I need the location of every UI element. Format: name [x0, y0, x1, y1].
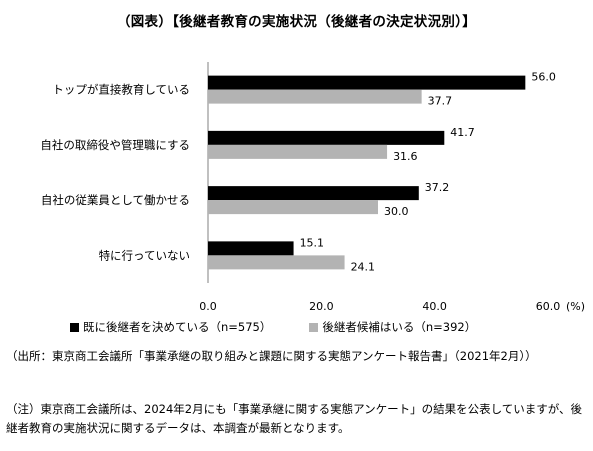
- x-tick-label: 0.0: [199, 300, 217, 313]
- legend-swatch-series-2: [309, 322, 319, 332]
- x-tick-label: 60.0: [536, 300, 561, 313]
- category-label: 特に行っていない: [99, 248, 190, 262]
- data-label: 56.0: [531, 71, 556, 84]
- category-label: トップが直接教育している: [52, 83, 190, 97]
- bar-chart: トップが直接教育している 56.0 37.7 自社の取締役や管理職にする 41.7 31.…: [40, 62, 585, 313]
- category-label: 自社の従業員として働かせる: [41, 193, 190, 207]
- bar-series-1: [208, 75, 526, 90]
- data-label: 30.0: [384, 205, 409, 218]
- data-label: 37.2: [425, 181, 450, 194]
- chart-legend: 既に後継者を決めている（n=575） 後継者候補はいる（n=392）: [70, 319, 476, 335]
- bar-series-2: [208, 255, 345, 270]
- legend-label-series-2: 後継者候補はいる（n=392）: [322, 320, 477, 334]
- bar-series-2: [208, 89, 422, 104]
- legend-swatch-series-1: [70, 322, 79, 332]
- x-unit-label: (%): [566, 300, 585, 313]
- legend-label-series-1: 既に後継者を決めている（n=575）: [83, 320, 272, 334]
- bar-series-1: [208, 241, 294, 256]
- footnote: （注）東京商工会議所は、2024年2月にも「事業承継に関する実態アンケート」の結…: [6, 402, 583, 435]
- source-note: （出所：東京商工会議所「事業承継の取り組みと課題に関する実態アンケート報告書」（…: [6, 349, 537, 363]
- data-label: 24.1: [351, 260, 376, 273]
- data-label: 41.7: [450, 126, 475, 139]
- data-label: 31.6: [393, 150, 418, 163]
- data-label: 37.7: [428, 95, 453, 108]
- bar-series-1: [208, 130, 445, 145]
- legend-item-series-1: 既に後継者を決めている（n=575）: [70, 319, 271, 335]
- chart-title: （図表）【後継者教育の実施状況（後継者の決定状況別）】: [116, 14, 477, 30]
- data-label: 15.1: [300, 236, 325, 249]
- bar-series-1: [208, 186, 419, 201]
- bar-series-2: [208, 200, 378, 215]
- category-label: 自社の取締役や管理職にする: [40, 138, 190, 152]
- x-tick-label: 20.0: [309, 300, 334, 313]
- bar-series-2: [208, 144, 388, 159]
- legend-item-series-2: 後継者候補はいる（n=392）: [309, 319, 476, 335]
- x-tick-label: 40.0: [422, 300, 447, 313]
